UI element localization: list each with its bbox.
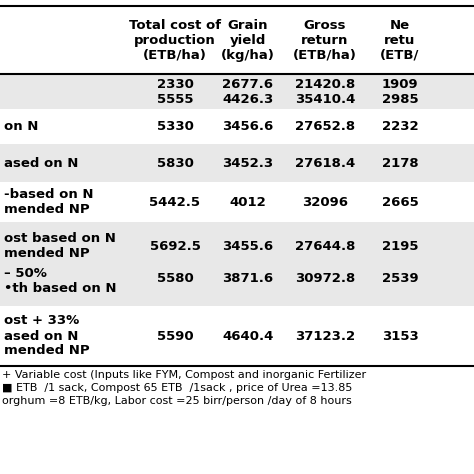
Text: 5580: 5580 xyxy=(156,273,193,285)
Text: 37123.2: 37123.2 xyxy=(295,329,355,343)
Text: 2677.6: 2677.6 xyxy=(222,78,273,91)
Text: 3153: 3153 xyxy=(382,329,419,343)
Text: + Variable cost (Inputs like FYM, Compost and inorganic Fertilizer: + Variable cost (Inputs like FYM, Compos… xyxy=(2,370,366,380)
Text: 2178: 2178 xyxy=(382,156,419,170)
Text: ost + 33%
ased on N
mended NP: ost + 33% ased on N mended NP xyxy=(4,315,90,357)
Text: Gross
return
(ETB/ha): Gross return (ETB/ha) xyxy=(293,18,357,62)
Text: on N: on N xyxy=(4,120,38,133)
Text: orghum =8 ETB/kg, Labor cost =25 birr/person /day of 8 hours: orghum =8 ETB/kg, Labor cost =25 birr/pe… xyxy=(2,396,352,406)
Bar xyxy=(0,74,474,109)
Text: 2665: 2665 xyxy=(382,195,419,209)
Text: 2195: 2195 xyxy=(382,239,418,253)
Text: ased on N: ased on N xyxy=(4,156,78,170)
Text: -based on N
mended NP: -based on N mended NP xyxy=(4,188,93,216)
Text: 5330: 5330 xyxy=(156,120,193,133)
Text: 2232: 2232 xyxy=(382,120,419,133)
Text: ■ ETB  /1 sack, Compost 65 ETB  /1sack , price of Urea =13.85: ■ ETB /1 sack, Compost 65 ETB /1sack , p… xyxy=(2,383,352,393)
Text: 27644.8: 27644.8 xyxy=(295,239,355,253)
Text: 35410.4: 35410.4 xyxy=(295,92,355,106)
Text: 5555: 5555 xyxy=(157,92,193,106)
Text: 4640.4: 4640.4 xyxy=(222,329,273,343)
Text: 27618.4: 27618.4 xyxy=(295,156,355,170)
Bar xyxy=(0,144,474,182)
Text: 1909: 1909 xyxy=(382,78,419,91)
Text: 3455.6: 3455.6 xyxy=(222,239,273,253)
Text: 2330: 2330 xyxy=(156,78,193,91)
Bar xyxy=(0,222,474,306)
Text: Ne
retu
(ETB/: Ne retu (ETB/ xyxy=(380,18,419,62)
Text: 3452.3: 3452.3 xyxy=(222,156,273,170)
Text: ost based on N
mended NP: ost based on N mended NP xyxy=(4,232,116,260)
Text: 4012: 4012 xyxy=(229,195,266,209)
Text: 32096: 32096 xyxy=(302,195,348,209)
Text: 21420.8: 21420.8 xyxy=(295,78,355,91)
Text: 2539: 2539 xyxy=(382,273,419,285)
Text: 2985: 2985 xyxy=(382,92,419,106)
Text: 30972.8: 30972.8 xyxy=(295,273,355,285)
Text: Grain
yield
(kg/ha): Grain yield (kg/ha) xyxy=(221,18,275,62)
Text: 5442.5: 5442.5 xyxy=(149,195,201,209)
Text: – 50%
•th based on N: – 50% •th based on N xyxy=(4,267,117,295)
Text: 5590: 5590 xyxy=(157,329,193,343)
Text: 4426.3: 4426.3 xyxy=(222,92,273,106)
Text: 3871.6: 3871.6 xyxy=(222,273,273,285)
Text: Total cost of
production
(ETB/ha): Total cost of production (ETB/ha) xyxy=(129,18,221,62)
Text: 5830: 5830 xyxy=(156,156,193,170)
Text: 3456.6: 3456.6 xyxy=(222,120,273,133)
Text: 27652.8: 27652.8 xyxy=(295,120,355,133)
Text: 5692.5: 5692.5 xyxy=(150,239,201,253)
